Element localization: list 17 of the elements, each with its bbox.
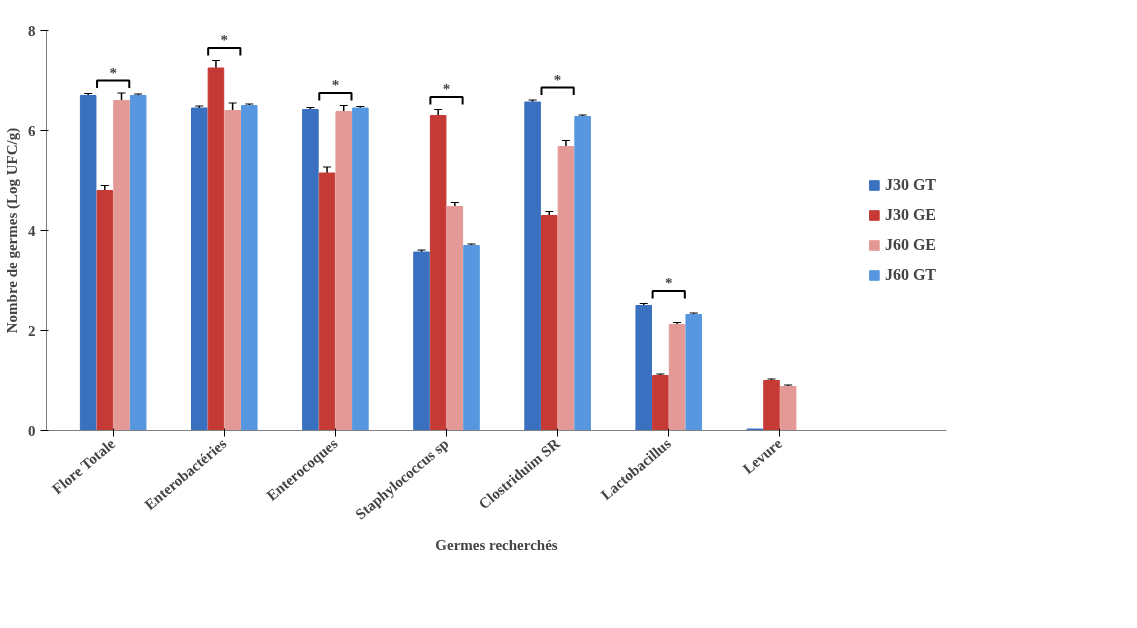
annotation: *: [553, 71, 562, 88]
y-tick-label: 0: [28, 422, 36, 439]
legend-label: J60 GE: [884, 236, 936, 254]
annotation: *: [442, 81, 451, 97]
annotation: *: [109, 64, 117, 81]
legend-label: J30 GE: [884, 206, 936, 224]
y-tick-label: 6: [28, 122, 36, 139]
legend-label: J60 GT: [884, 266, 936, 284]
annotation: *: [331, 77, 340, 93]
x-axis-title: Germes recherchés: [435, 536, 558, 553]
legend-label: J30 GT: [884, 176, 936, 194]
annotation: *: [664, 275, 673, 291]
annotation: *: [220, 32, 229, 48]
y-tick-label: 8: [28, 22, 36, 39]
y-tick-label: 4: [28, 222, 36, 239]
y-axis-title: Nombre de germes (Log UFC/g): [4, 127, 21, 334]
y-tick-label: 2: [28, 322, 36, 339]
